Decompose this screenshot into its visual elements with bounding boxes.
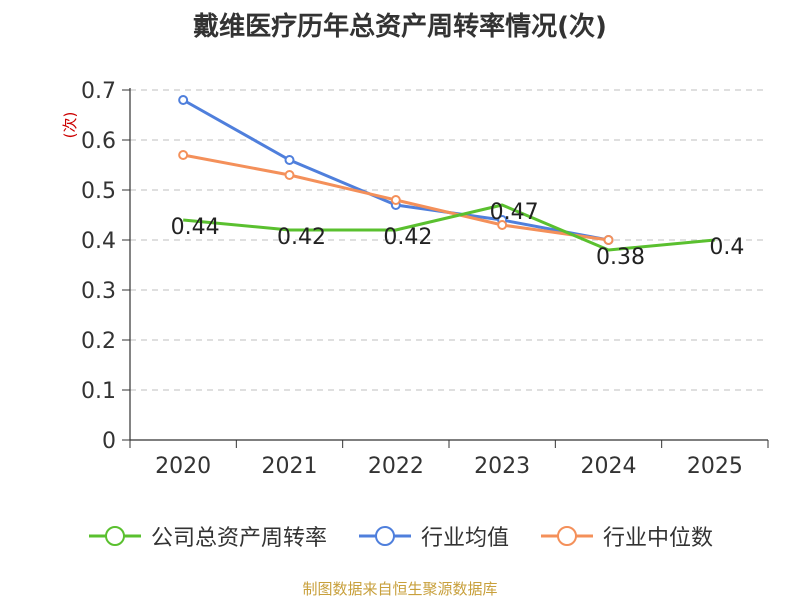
legend-marker	[104, 526, 125, 546]
legend-swatch	[358, 526, 411, 546]
legend-item[interactable]: 公司总资产周转率	[87, 520, 327, 552]
data-point	[284, 155, 295, 165]
legend-item[interactable]: 行业均值	[357, 520, 509, 552]
legend-marker	[374, 526, 395, 546]
data-label: 0.47	[490, 200, 539, 225]
legend-item[interactable]: 行业中位数	[539, 520, 713, 552]
y-tick-label: 0.3	[81, 279, 116, 304]
x-tick-label: 2021	[262, 454, 318, 479]
data-label: 0.42	[383, 225, 432, 250]
data-point	[178, 95, 189, 105]
chart-title: 戴维医疗历年总资产周转率情况(次)	[193, 12, 607, 42]
data-label: 0.38	[596, 245, 645, 270]
grid-layer	[130, 89, 768, 391]
legend-label: 公司总资产周转率	[150, 526, 327, 551]
source-note: 制图数据来自恒生聚源数据库	[302, 580, 498, 598]
data-point	[178, 150, 189, 160]
data-label: 0.44	[171, 215, 220, 240]
legend-swatch	[88, 526, 141, 546]
data-point	[603, 235, 614, 245]
data-point	[284, 170, 295, 180]
data-label-layer: 0.44 0.42 0.42 0.47 0.38 0.4	[171, 200, 745, 270]
x-tick-label: 2024	[581, 454, 637, 479]
legend-swatch	[541, 526, 593, 546]
legend-label: 行业均值	[420, 526, 509, 551]
y-tick-label: 0.4	[81, 229, 116, 254]
series-line	[182, 98, 609, 242]
legend-label: 行业中位数	[603, 526, 714, 551]
x-tick-label: 2020	[155, 454, 211, 479]
x-tick-label: 2025	[687, 454, 743, 479]
y-tick-label: 0.7	[81, 79, 116, 104]
y-tick-label: 0.1	[81, 379, 116, 404]
legend: 公司总资产周转率 行业均值 行业中位数	[0, 520, 800, 552]
axis-layer: 0 0.1 0.2 0.3 0.4 0.5 0.6 0.7 2020 2021 2022 2023 20…	[61, 79, 769, 479]
data-point	[390, 195, 401, 205]
data-label: 0.4	[709, 235, 744, 260]
y-tick-label: 0.5	[81, 179, 116, 204]
data-label: 0.42	[277, 225, 326, 250]
y-tick-label: 0.2	[81, 329, 116, 354]
y-tick-label: 0	[102, 429, 116, 454]
data-point	[497, 220, 508, 230]
legend-marker	[557, 526, 577, 546]
y-tick-label: 0.6	[81, 129, 116, 154]
y-axis-label: (次)	[61, 112, 79, 139]
x-tick-label: 2023	[474, 454, 530, 479]
series-layer	[178, 95, 715, 252]
series-line	[183, 203, 715, 252]
x-tick-label: 2022	[368, 454, 424, 479]
